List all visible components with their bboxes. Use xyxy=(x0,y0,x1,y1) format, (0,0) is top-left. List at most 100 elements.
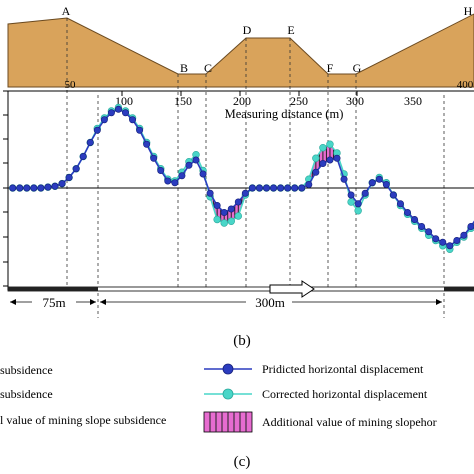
x-tick-label-200: 200 xyxy=(233,94,251,108)
x-tick-label-150: 150 xyxy=(174,94,192,108)
corrected-point xyxy=(234,212,243,220)
predicted-point xyxy=(234,198,242,206)
predicted-point xyxy=(326,156,334,164)
predicted-point xyxy=(157,167,165,175)
legend: subsidence subsidence l value of mining … xyxy=(0,362,437,433)
panel-label-b: (b) xyxy=(233,333,251,349)
predicted-point xyxy=(185,161,193,169)
predicted-point xyxy=(114,105,122,113)
predicted-point xyxy=(354,200,362,208)
predicted-point xyxy=(58,180,66,188)
dim-arrowhead xyxy=(10,299,16,305)
dim-arrowhead xyxy=(436,299,442,305)
predicted-point xyxy=(298,184,306,192)
predicted-point xyxy=(44,183,52,191)
legend-left-3: l value of mining slope subsidence xyxy=(0,413,166,427)
predicted-point xyxy=(396,200,404,208)
point-label-a: A xyxy=(62,4,71,18)
predicted-point xyxy=(227,205,235,213)
predicted-point xyxy=(453,237,461,245)
dim-label-bg xyxy=(246,296,292,309)
predicted-point xyxy=(411,216,419,224)
predicted-point xyxy=(150,154,158,162)
predicted-point xyxy=(389,191,397,199)
predicted-point xyxy=(270,184,278,192)
predicted-point xyxy=(333,154,341,162)
predicted-point xyxy=(171,179,179,187)
predicted-point xyxy=(319,160,327,168)
y-ticks xyxy=(3,90,8,287)
predicted-point xyxy=(403,209,411,217)
point-label-c: C xyxy=(204,61,212,75)
predicted-point xyxy=(347,191,355,199)
predicted-point xyxy=(248,184,256,192)
predicted-point xyxy=(86,139,94,147)
predicted-point xyxy=(93,126,101,134)
predicted-point xyxy=(51,182,59,190)
predicted-point xyxy=(305,181,313,189)
legend-additional-label: Additional value of mining slopehor xyxy=(262,415,437,429)
predicted-point xyxy=(192,156,200,164)
predicted-point xyxy=(467,223,474,230)
point-label-d: D xyxy=(243,23,252,37)
predicted-point xyxy=(136,126,144,134)
point-label-h: H xyxy=(464,4,473,18)
predicted-point xyxy=(460,231,468,239)
corrected-point xyxy=(220,219,228,227)
legend-left-1: subsidence xyxy=(0,363,53,377)
predicted-point xyxy=(30,184,38,192)
scale-label-75m: 75m xyxy=(42,295,65,310)
corrected-point xyxy=(326,140,334,148)
predicted-series-line xyxy=(12,108,474,247)
dim-label-bg xyxy=(32,296,76,309)
predicted-point xyxy=(284,184,292,192)
predicted-point xyxy=(312,168,320,176)
predicted-point xyxy=(425,228,433,236)
predicted-point xyxy=(277,184,285,192)
corrected-point xyxy=(213,215,221,224)
predicted-point xyxy=(432,235,440,243)
corrected-point xyxy=(227,217,235,225)
predicted-point xyxy=(129,116,137,124)
predicted-point xyxy=(361,189,369,197)
predicted-point xyxy=(368,179,376,187)
predicted-point xyxy=(255,184,263,192)
series-layer xyxy=(8,103,474,253)
corrected-point xyxy=(347,198,355,206)
direction-arrow xyxy=(269,280,315,298)
displacement-chart: 100 150 200 250 300 350 Measuring distan… xyxy=(3,90,474,291)
predicted-point xyxy=(164,177,172,185)
dim-arrowhead xyxy=(100,299,106,305)
predicted-point xyxy=(418,223,426,231)
predicted-point xyxy=(206,189,214,197)
predicted-point xyxy=(107,109,115,117)
point-label-b: B xyxy=(180,61,188,75)
x-ticks xyxy=(121,91,358,96)
predicted-point xyxy=(72,165,80,173)
corrected-point xyxy=(354,207,362,215)
predicted-point xyxy=(439,238,447,246)
predicted-point xyxy=(199,170,207,178)
x-axis-title: Measuring distance (m) xyxy=(225,107,344,121)
predicted-point xyxy=(122,109,130,117)
predicted-point xyxy=(220,209,228,217)
legend-corrected-label: Corrected horizontal displacement xyxy=(262,387,428,401)
predicted-point xyxy=(65,174,73,182)
predicted-point xyxy=(143,140,151,148)
scale-label-300m: 300m xyxy=(255,295,285,310)
scale-bar: 75m 300m xyxy=(7,280,474,310)
predicted-point xyxy=(291,184,299,192)
predicted-point xyxy=(446,242,454,250)
corrected-point xyxy=(312,154,320,162)
predicted-point xyxy=(213,202,221,210)
predicted-point xyxy=(241,189,249,197)
corrected-point xyxy=(319,144,327,152)
panel-label-c: (c) xyxy=(234,454,251,470)
x-tick-label-300: 300 xyxy=(346,94,364,108)
predicted-point xyxy=(23,184,31,192)
x-tick-label-250: 250 xyxy=(290,94,308,108)
predicted-point xyxy=(9,184,17,192)
terrain-tick-400: 400 xyxy=(457,79,474,91)
legend-left-2: subsidence xyxy=(0,387,53,401)
point-label-g: G xyxy=(353,61,362,75)
